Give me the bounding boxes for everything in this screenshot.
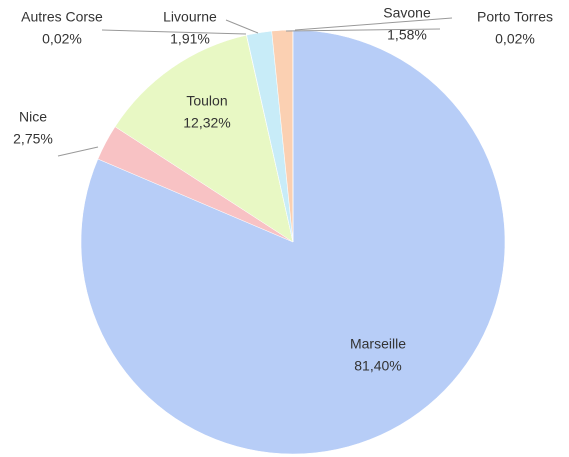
slice-value: 12,32%	[183, 115, 230, 131]
leader-lines	[57, 17, 453, 157]
slice-value: 0,02%	[495, 31, 535, 47]
slice-name: Porto Torres	[477, 9, 553, 25]
leader-line	[57, 146, 99, 157]
slice-name: Toulon	[186, 93, 227, 109]
slice-value: 1,91%	[170, 31, 210, 47]
leader-line	[285, 28, 441, 32]
slice-name: Marseille	[350, 336, 406, 352]
leader-line	[225, 19, 259, 34]
slice-name: Savone	[383, 5, 431, 21]
leader-line	[294, 17, 453, 31]
pie-slice	[114, 34, 294, 243]
slice-value: 2,75%	[13, 131, 53, 147]
slice-value: 0,02%	[42, 31, 82, 47]
slice-value: 81,40%	[354, 358, 401, 374]
slice-name: Livourne	[163, 9, 217, 25]
slice-value: 1,58%	[387, 27, 427, 43]
slice-name: Autres Corse	[21, 9, 103, 25]
leader-line	[101, 29, 247, 35]
pie-slice	[80, 29, 506, 455]
slice-name: Nice	[19, 109, 47, 125]
